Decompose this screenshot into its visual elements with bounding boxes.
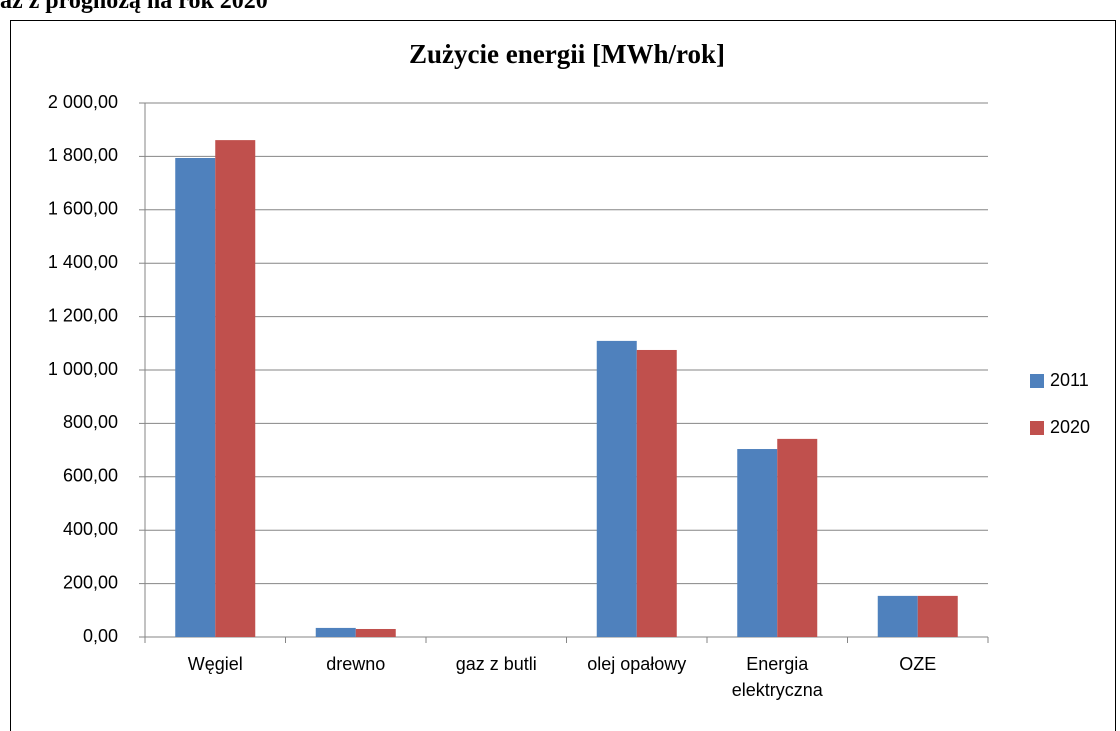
x-tick-label: gaz z butli (455, 654, 537, 674)
y-tick-label: 1 600,00 (48, 199, 118, 219)
y-tick-label: 800,00 (63, 412, 118, 432)
chart-frame (10, 20, 1116, 731)
y-tick-label: 400,00 (63, 519, 118, 539)
bar (596, 340, 637, 637)
heading: az z prognozą na rok 2020 (0, 0, 268, 14)
y-tick-label: 1 200,00 (48, 305, 118, 325)
y-tick-label: 0,00 (83, 626, 118, 646)
legend-swatch (1030, 421, 1044, 435)
bar (175, 158, 216, 637)
y-tick-label: 1 400,00 (48, 252, 118, 272)
bar (355, 628, 396, 637)
bar (777, 438, 818, 637)
bar (917, 595, 958, 637)
bar (215, 140, 256, 637)
legend-label: 2011 (1050, 370, 1089, 390)
x-tick-label: Węgiel (187, 654, 243, 674)
y-tick-label: 1 000,00 (48, 359, 118, 379)
x-tick-label: olej opałowy (587, 654, 687, 674)
bar (315, 627, 356, 637)
y-tick-label: 1 800,00 (48, 145, 118, 165)
x-tick-label: drewno (326, 654, 386, 674)
x-tick-label: OZE (899, 654, 937, 674)
legend-label: 2020 (1050, 417, 1090, 437)
y-tick-label: 200,00 (63, 572, 118, 592)
bar (877, 595, 918, 637)
y-tick-label: 600,00 (63, 466, 118, 486)
y-tick-label: 2 000,00 (48, 92, 118, 112)
legend-swatch (1030, 374, 1044, 388)
x-tick-label: Energia elektryczna (731, 654, 823, 700)
bar (737, 449, 778, 637)
bar (636, 349, 677, 637)
chart-title: Zużycie energii [MWh/rok] (409, 39, 725, 69)
